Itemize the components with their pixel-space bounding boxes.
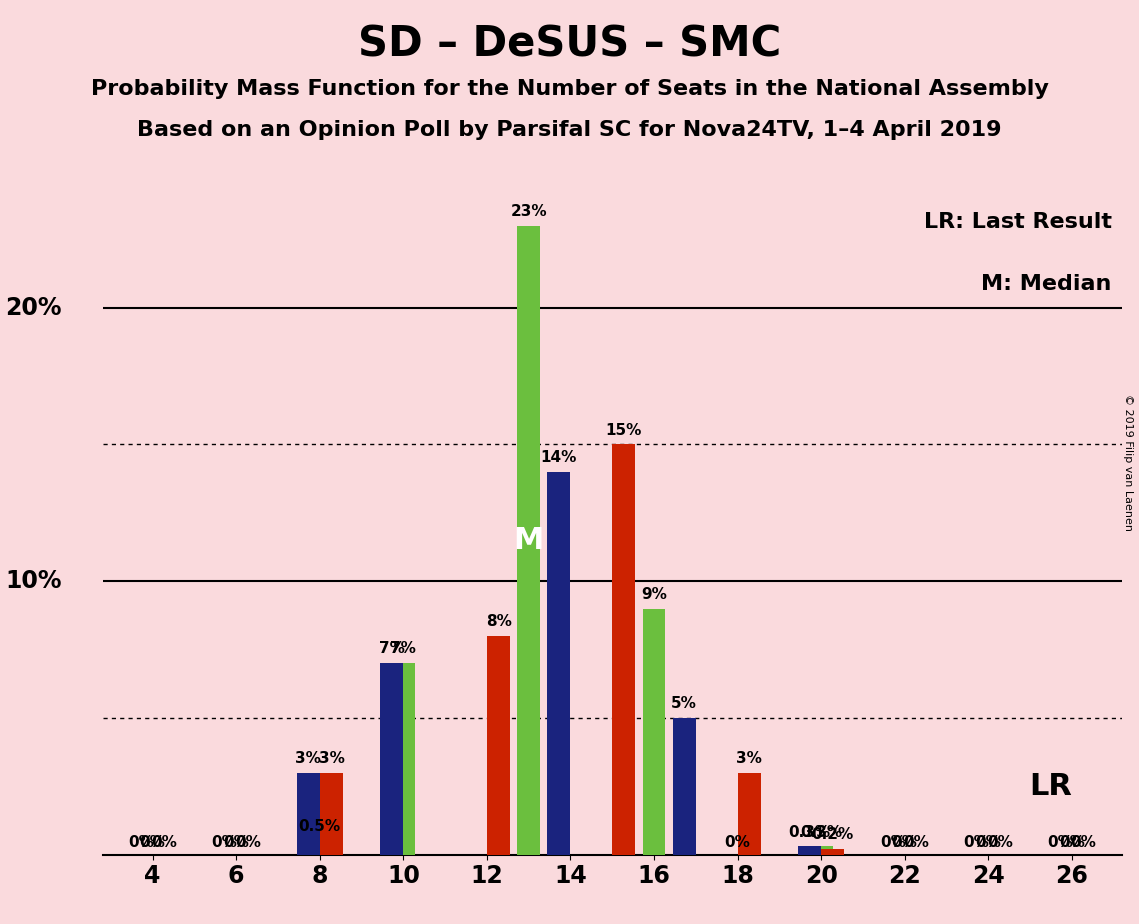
- Bar: [320, 772, 343, 855]
- Bar: [738, 772, 761, 855]
- Text: 9%: 9%: [641, 587, 667, 602]
- Text: 0%: 0%: [212, 834, 237, 850]
- Text: 0.2%: 0.2%: [812, 827, 854, 843]
- Text: 5%: 5%: [671, 696, 697, 711]
- Text: © 2019 Filip van Laenen: © 2019 Filip van Laenen: [1123, 394, 1132, 530]
- Text: 0%: 0%: [903, 834, 929, 850]
- Bar: [380, 663, 403, 855]
- Text: 10%: 10%: [6, 569, 62, 593]
- Text: 0%: 0%: [140, 834, 165, 850]
- Bar: [810, 846, 833, 855]
- Text: M: Median: M: Median: [982, 274, 1112, 294]
- Bar: [309, 841, 331, 855]
- Text: 0%: 0%: [151, 834, 178, 850]
- Text: M: M: [514, 526, 543, 554]
- Bar: [613, 444, 636, 855]
- Text: 0%: 0%: [964, 834, 990, 850]
- Text: 0%: 0%: [724, 834, 751, 850]
- Text: 0%: 0%: [988, 834, 1013, 850]
- Text: 3%: 3%: [736, 751, 762, 766]
- Text: 14%: 14%: [541, 450, 577, 465]
- Bar: [798, 846, 821, 855]
- Bar: [517, 225, 540, 855]
- Text: 0%: 0%: [880, 834, 906, 850]
- Text: 0.3%: 0.3%: [800, 824, 842, 840]
- Text: 8%: 8%: [485, 614, 511, 629]
- Text: 0%: 0%: [892, 834, 918, 850]
- Bar: [547, 472, 571, 855]
- Text: 3%: 3%: [319, 751, 344, 766]
- Text: 0%: 0%: [1059, 834, 1084, 850]
- Text: Probability Mass Function for the Number of Seats in the National Assembly: Probability Mass Function for the Number…: [91, 79, 1048, 99]
- Text: 0%: 0%: [975, 834, 1001, 850]
- Text: 0%: 0%: [1047, 834, 1073, 850]
- Text: 15%: 15%: [606, 422, 642, 438]
- Bar: [642, 609, 665, 855]
- Bar: [821, 849, 844, 855]
- Text: 0.3%: 0.3%: [788, 824, 830, 840]
- Text: 7%: 7%: [391, 641, 416, 656]
- Text: 23%: 23%: [510, 204, 547, 219]
- Text: SD – DeSUS – SMC: SD – DeSUS – SMC: [358, 23, 781, 65]
- Text: 0%: 0%: [223, 834, 249, 850]
- Bar: [673, 718, 696, 855]
- Text: 0%: 0%: [1071, 834, 1097, 850]
- Text: 0.5%: 0.5%: [298, 820, 341, 834]
- Text: 3%: 3%: [295, 751, 321, 766]
- Text: Based on an Opinion Poll by Parsifal SC for Nova24TV, 1–4 April 2019: Based on an Opinion Poll by Parsifal SC …: [138, 120, 1001, 140]
- Text: LR: Last Result: LR: Last Result: [924, 212, 1112, 232]
- Text: 0%: 0%: [128, 834, 154, 850]
- Bar: [487, 636, 510, 855]
- Bar: [296, 772, 320, 855]
- Text: 0%: 0%: [235, 834, 261, 850]
- Bar: [392, 663, 415, 855]
- Text: LR: LR: [1030, 772, 1072, 801]
- Text: 7%: 7%: [378, 641, 404, 656]
- Text: 20%: 20%: [6, 296, 62, 320]
